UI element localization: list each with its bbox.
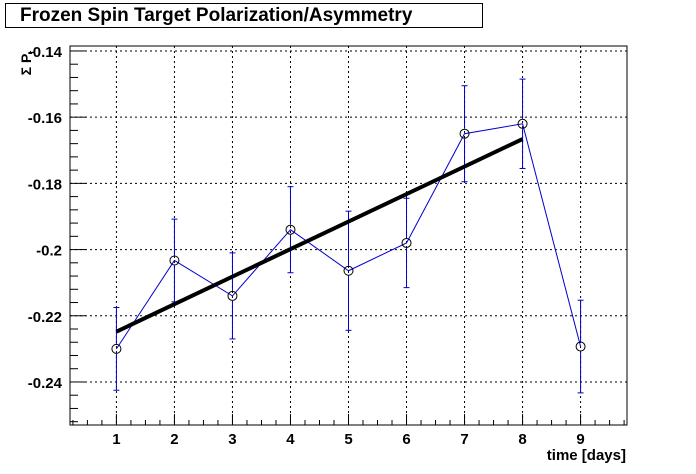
data-point: [401, 237, 412, 248]
data-point: [575, 341, 586, 352]
axis-ticks: 1 2 3 4 5 6 7 8 9 -0.24 -0.22 -0.2 -0.18 -0.16 -0.14: [28, 44, 625, 448]
y-tick-label: -0.24: [28, 375, 63, 392]
x-tick-label: 7: [460, 431, 468, 448]
data-point: [169, 255, 180, 266]
y-tick-label: -0.16: [28, 110, 62, 127]
fit-line: [115, 137, 524, 334]
x-tick-label: 9: [576, 431, 584, 448]
y-tick-label: -0.22: [28, 309, 62, 326]
y-tick-label: -0.14: [28, 44, 63, 61]
x-tick-label: 4: [286, 431, 295, 448]
x-tick-label: 2: [170, 431, 178, 448]
x-tick-label: 1: [112, 431, 120, 448]
data-point: [227, 290, 238, 301]
data-marks: [111, 78, 586, 394]
data-point: [285, 224, 296, 235]
chart-title: Frozen Spin Target Polarization/Asymmetr…: [5, 3, 483, 28]
data-connector-line: [115, 123, 582, 350]
data-point: [459, 128, 470, 139]
y-axis-label: Σ Pt: [18, 50, 37, 76]
x-tick-label: 3: [228, 431, 236, 448]
x-tick-label: 6: [402, 431, 410, 448]
y-tick-label: -0.2: [36, 243, 62, 260]
data-point: [343, 265, 354, 276]
data-point: [111, 343, 122, 354]
data-point: [517, 118, 528, 129]
x-tick-label: 5: [344, 431, 352, 448]
y-tick-label: -0.18: [28, 176, 62, 193]
x-axis-label: time [days]: [546, 447, 626, 464]
x-tick-label: 8: [518, 431, 526, 448]
